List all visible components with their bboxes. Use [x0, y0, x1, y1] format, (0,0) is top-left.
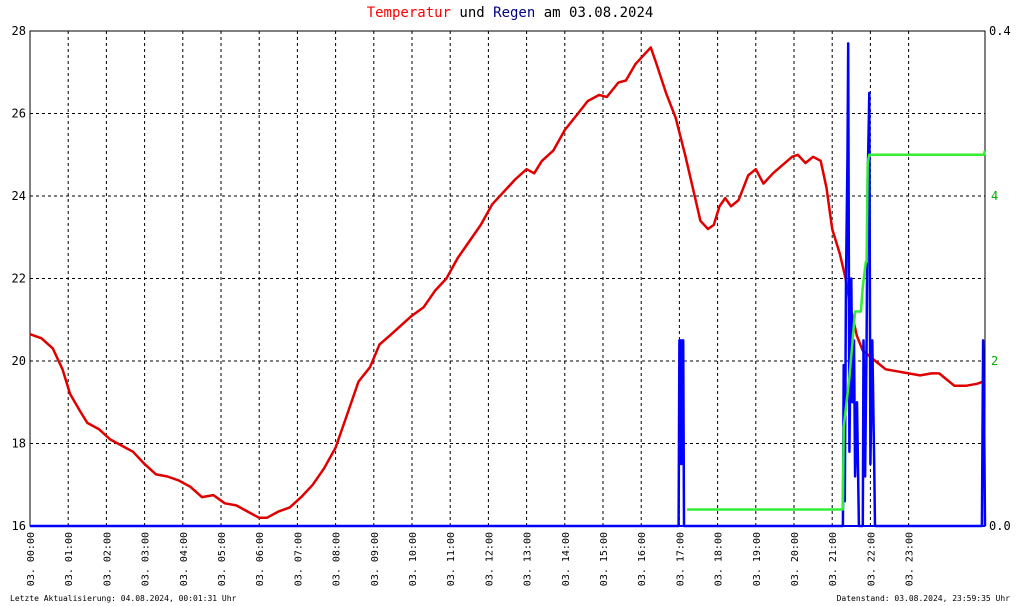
title-rain: Regen [493, 5, 536, 21]
x-tick-label: 03. 05:00 [217, 532, 228, 586]
x-tick-label: 03. 12:00 [484, 532, 495, 586]
x-tick-label: 03. 21:00 [828, 532, 839, 586]
data-status-text: Datenstand: 03.08.2024, 23:59:35 Uhr [836, 594, 1010, 603]
y-left-tick-label: 16 [12, 519, 26, 533]
last-update-text: Letzte Aktualisierung: 04.08.2024, 00:01… [10, 594, 237, 603]
x-tick-label: 03. 10:00 [408, 532, 419, 586]
x-tick-label: 03. 06:00 [255, 532, 266, 586]
chart-title: Temperatur und Regen am 03.08.2024 [0, 5, 1020, 21]
x-tick-label: 03. 11:00 [446, 532, 457, 586]
x-tick-label: 03. 19:00 [752, 532, 763, 586]
x-tick-label: 03. 22:00 [866, 532, 877, 586]
y-right-total-tick-label: 4 [991, 189, 998, 203]
x-tick-label: 03. 02:00 [102, 532, 113, 586]
x-tick-label: 03. 20:00 [790, 532, 801, 586]
y-right-rate-tick-label: 0.0 [989, 519, 1011, 533]
x-tick-label: 03. 18:00 [714, 532, 725, 586]
y-right-rate-tick-label: 0.4 [989, 24, 1011, 38]
title-temperature: Temperatur [366, 5, 451, 21]
rain_rate-series-line [30, 42, 987, 528]
y-left-tick-label: 26 [12, 107, 26, 121]
x-tick-label: 03. 01:00 [64, 532, 75, 586]
y-left-tick-label: 28 [12, 24, 26, 38]
y-right-total-tick-label: 2 [991, 354, 998, 368]
plot-frame [29, 30, 986, 527]
y-left-tick-label: 24 [12, 189, 26, 203]
x-tick-label: 03. 07:00 [293, 532, 304, 586]
title-and: und [450, 5, 494, 21]
x-tick-label: 03. 16:00 [637, 532, 648, 586]
x-tick-label: 03. 15:00 [599, 532, 610, 586]
y-left-tick-label: 22 [12, 272, 26, 286]
x-tick-label: 03. 23:00 [905, 532, 916, 586]
x-tick-label: 03. 14:00 [561, 532, 572, 586]
y-left-tick-label: 20 [12, 354, 26, 368]
x-tick-label: 03. 00:00 [26, 532, 37, 586]
title-date: am 03.08.2024 [535, 5, 654, 21]
x-tick-label: 03. 17:00 [675, 532, 686, 586]
x-tick-label: 03. 03:00 [141, 532, 152, 586]
x-tick-label: 03. 04:00 [179, 532, 190, 586]
x-tick-label: 03. 09:00 [370, 532, 381, 586]
x-tick-label: 03. 13:00 [523, 532, 534, 586]
y-left-tick-label: 18 [12, 437, 26, 451]
rain_total-series-line [687, 150, 987, 511]
x-tick-label: 03. 08:00 [332, 532, 343, 586]
